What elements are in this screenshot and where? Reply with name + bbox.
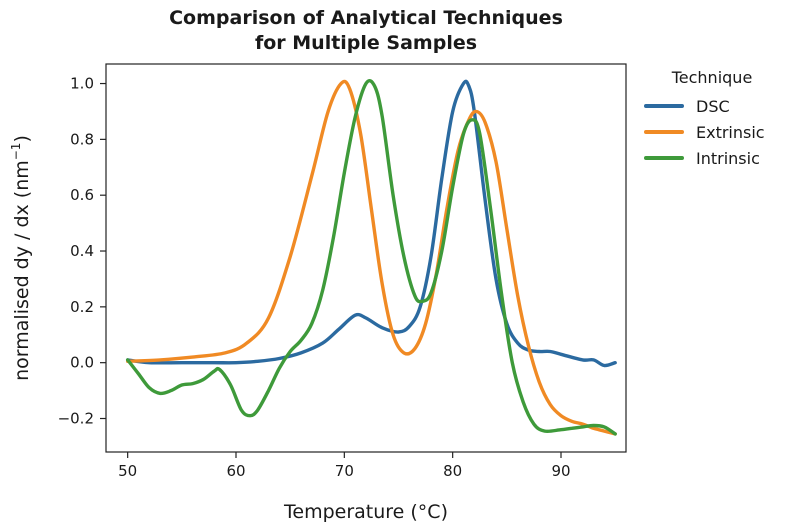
chart-title-line-2: for Multiple Samples [255, 32, 477, 54]
x-axis-label: Temperature (°C) [283, 501, 448, 523]
x-tick-label: 90 [551, 462, 570, 480]
y-tick-label: 0.0 [70, 354, 94, 372]
x-tick-label: 50 [118, 462, 137, 480]
x-tick-label: 80 [443, 462, 462, 480]
series-line-intrinsic [126, 79, 617, 436]
chart-title-line-1: Comparison of Analytical Techniques [169, 7, 563, 29]
y-axis-label: normalised dy / dx (nm−1) [9, 135, 33, 381]
y-tick-label: 0.8 [70, 130, 94, 148]
x-axis-ticks: 50 60 70 80 90 [118, 452, 571, 480]
y-tick-label: 0.4 [70, 242, 94, 260]
x-tick-label: 60 [226, 462, 245, 480]
x-tick-label: 70 [335, 462, 354, 480]
plot-area-frame [105, 63, 627, 453]
legend-label-intrinsic: Intrinsic [696, 149, 760, 168]
legend: Technique DSC Extrinsic Intrinsic [644, 68, 765, 168]
y-tick-label: 0.2 [70, 298, 94, 316]
legend-label-extrinsic: Extrinsic [696, 123, 765, 142]
y-axis-ticks: −0.2 0.0 0.2 0.4 0.6 0.8 1.0 [58, 75, 106, 428]
series-line-dsc [126, 79, 617, 368]
y-axis-label-main: normalised dy / dx (nm [11, 160, 33, 381]
legend-title: Technique [671, 68, 753, 87]
legend-label-dsc: DSC [696, 97, 730, 116]
series-lines [126, 79, 617, 436]
series-line-extrinsic [126, 79, 617, 436]
y-tick-label: 1.0 [70, 75, 94, 93]
y-axis-label-close: ) [11, 135, 33, 142]
y-axis-label-sup: −1 [9, 143, 23, 161]
y-tick-label: −0.2 [58, 410, 94, 428]
y-tick-label: 0.6 [70, 186, 94, 204]
